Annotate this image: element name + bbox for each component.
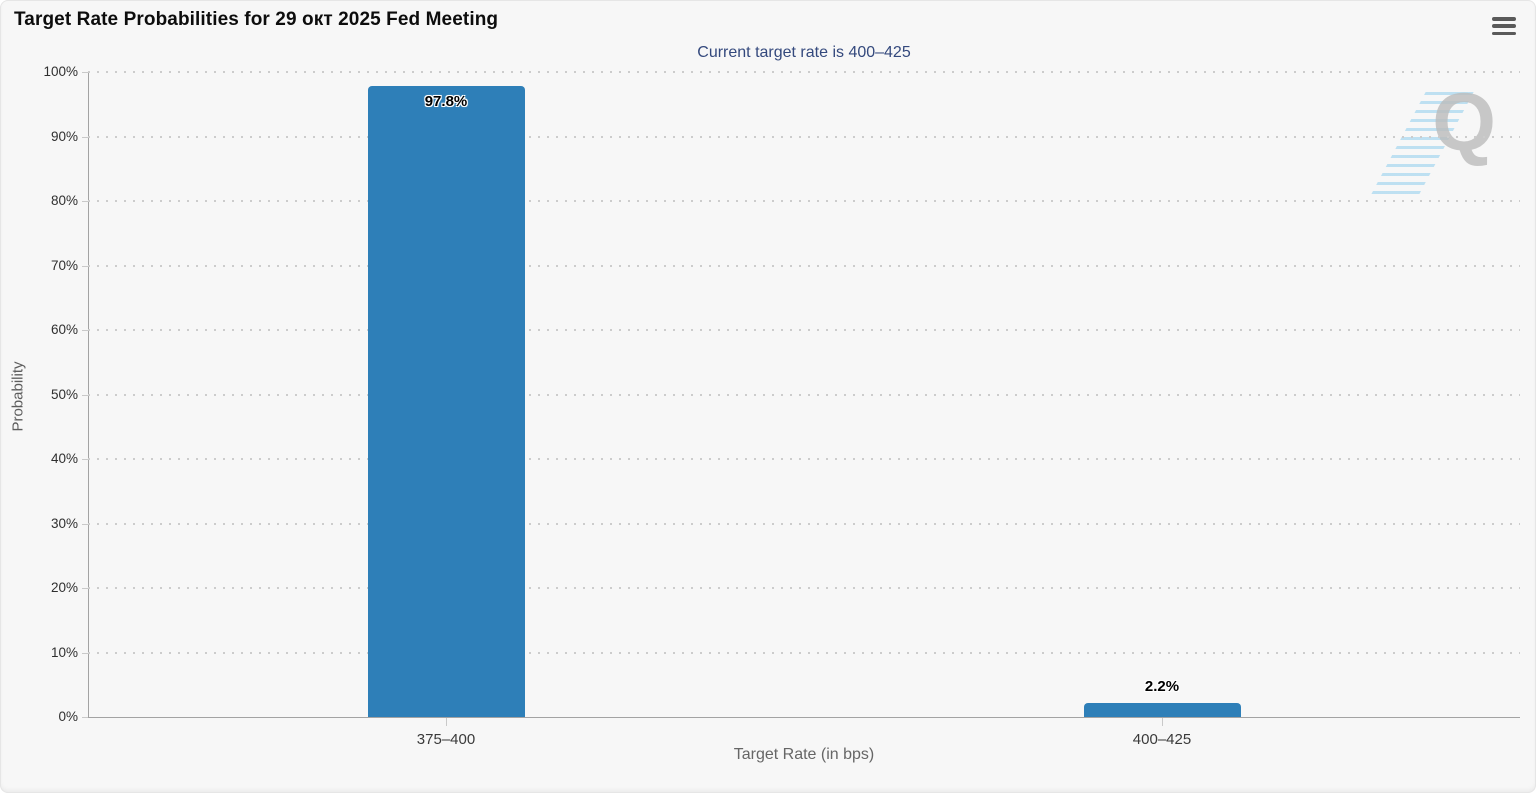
menu-bar (1492, 24, 1516, 28)
y-axis-title: Probability (9, 361, 27, 432)
bar-value-label: 2.2% (1144, 677, 1180, 695)
y-axis-tick (82, 459, 88, 460)
x-axis-tick (446, 718, 447, 726)
y-axis-tick (82, 265, 88, 267)
y-axis-tick-label: 50% (50, 386, 78, 402)
gridline-40 (88, 458, 1520, 460)
y-axis-tick (82, 394, 88, 396)
page-title: Target Rate Probabilities for 29 окт 202… (14, 9, 499, 30)
y-axis-tick (82, 523, 88, 525)
x-axis-tick (1162, 718, 1163, 726)
gridline-100 (88, 71, 1520, 73)
gridline-80 (88, 200, 1520, 202)
y-axis-tick-label: 30% (50, 515, 78, 531)
x-axis-category-label: 375–400 (416, 731, 476, 748)
bar-value-label: 97.8% (424, 93, 468, 111)
y-axis-tick (82, 588, 88, 589)
gridline-20 (88, 587, 1520, 589)
gridline-30 (88, 522, 1520, 525)
gridline-90 (88, 135, 1520, 138)
x-axis-category-label: 400–425 (1132, 731, 1192, 748)
gridline-70 (88, 264, 1520, 267)
y-axis-tick (82, 330, 88, 331)
y-axis-tick-label: 60% (50, 322, 78, 337)
x-axis-line (88, 717, 1520, 718)
y-axis-tick-label: 10% (50, 644, 78, 660)
plot-area (88, 71, 1520, 717)
y-axis-tick-label: 90% (50, 128, 78, 144)
gridline-60 (88, 329, 1520, 331)
y-axis-tick (82, 201, 88, 202)
y-axis-tick (82, 652, 88, 654)
y-axis-tick-label: 20% (50, 580, 78, 595)
menu-bar (1492, 17, 1516, 21)
x-axis-title: Target Rate (in bps) (733, 746, 875, 763)
y-axis-tick-label: 40% (50, 451, 78, 466)
hamburger-menu-icon[interactable] (1492, 17, 1516, 35)
y-axis-tick-label: 80% (50, 193, 78, 208)
y-axis-tick (82, 136, 88, 138)
chart-subtitle: Current target rate is 400–425 (697, 44, 911, 61)
gridline-50 (88, 393, 1520, 396)
y-axis-tick (82, 717, 88, 718)
probability-bar[interactable] (367, 86, 525, 717)
gridline-10 (88, 651, 1520, 654)
y-axis-tick-label: 70% (50, 257, 78, 273)
probability-bar[interactable] (1083, 702, 1241, 717)
y-axis-tick (82, 72, 88, 73)
menu-bar (1492, 31, 1516, 35)
y-axis-tick-label: 0% (58, 709, 78, 724)
y-axis-tick-label: 100% (43, 64, 78, 79)
